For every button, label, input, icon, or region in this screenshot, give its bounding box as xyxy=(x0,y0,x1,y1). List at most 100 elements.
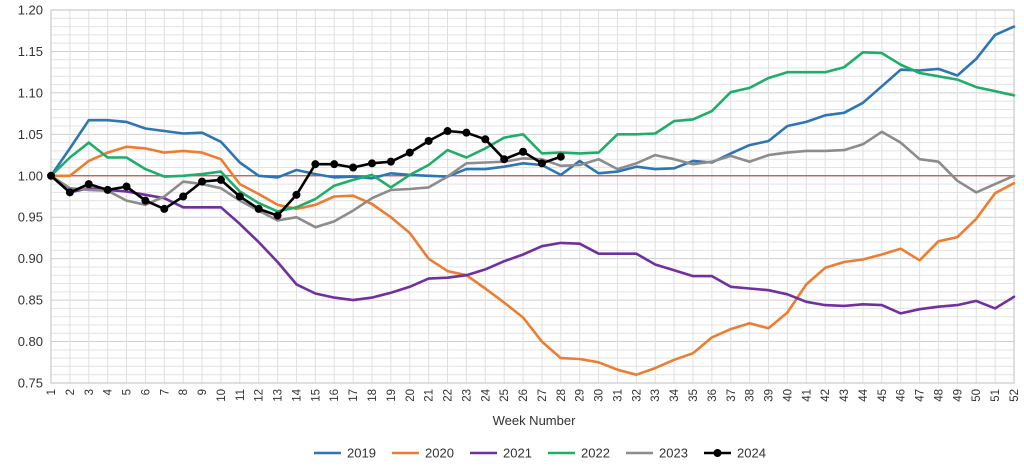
data-point-2024 xyxy=(537,159,546,168)
y-tick-label: 1.05 xyxy=(18,127,43,142)
x-tick-label: 15 xyxy=(310,389,322,402)
data-point-2024 xyxy=(386,157,395,166)
x-tick-label: 29 xyxy=(575,389,587,402)
data-point-2024 xyxy=(405,148,414,157)
y-tick-label: 0.95 xyxy=(18,210,43,225)
y-tick-label: 1.20 xyxy=(18,3,43,18)
data-point-2024 xyxy=(84,180,93,189)
series-line-2021 xyxy=(49,174,1016,315)
legend-label-2021: 2021 xyxy=(503,446,532,461)
x-tick-label: 46 xyxy=(896,389,908,402)
x-tick-label: 40 xyxy=(782,389,794,402)
x-tick-label: 23 xyxy=(461,389,473,402)
legend-label-2023: 2023 xyxy=(659,446,688,461)
data-point-2024 xyxy=(424,136,433,145)
x-tick-label: 33 xyxy=(650,389,662,402)
series-line-2024 xyxy=(49,129,563,217)
data-point-2024 xyxy=(292,190,301,199)
x-tick-label: 34 xyxy=(669,388,681,401)
x-tick-label: 37 xyxy=(726,389,738,402)
y-tick-label: 0.80 xyxy=(18,334,43,349)
x-tick-label: 28 xyxy=(556,389,568,402)
y-tick-label: 0.90 xyxy=(18,251,43,266)
chart-series-group xyxy=(47,25,1016,377)
x-tick-label: 50 xyxy=(971,389,983,402)
data-point-2024 xyxy=(160,204,169,213)
x-tick-label: 2 xyxy=(65,389,77,395)
x-tick-label: 36 xyxy=(707,389,719,402)
y-tick-label: 1.15 xyxy=(18,44,43,59)
data-point-2024 xyxy=(65,188,74,197)
x-tick-label: 12 xyxy=(254,389,266,402)
data-point-2024 xyxy=(519,147,528,156)
y-tick-label: 1.10 xyxy=(18,85,43,100)
x-tick-label: 13 xyxy=(273,389,285,402)
x-tick-label: 44 xyxy=(858,388,870,401)
data-point-2024 xyxy=(349,163,358,172)
x-tick-label: 39 xyxy=(764,389,776,402)
x-tick-label: 45 xyxy=(877,389,889,402)
x-tick-label: 26 xyxy=(518,389,530,402)
x-tick-label: 21 xyxy=(424,389,436,402)
data-point-2024 xyxy=(556,152,565,161)
x-tick-label: 9 xyxy=(197,389,209,395)
series-line-2020 xyxy=(49,145,1016,377)
x-tick-label: 25 xyxy=(499,389,511,402)
legend-label-2020: 2020 xyxy=(425,446,454,461)
data-point-2024 xyxy=(47,171,55,180)
data-point-2024 xyxy=(216,175,225,184)
x-tick-label: 3 xyxy=(84,389,96,395)
x-tick-label: 52 xyxy=(1009,389,1021,402)
x-tick-label: 16 xyxy=(329,389,341,402)
legend-marker-2024 xyxy=(713,449,722,457)
x-tick-label: 27 xyxy=(537,389,549,402)
x-tick-label: 19 xyxy=(386,389,398,402)
y-tick-label: 0.85 xyxy=(18,293,43,308)
y-axis-ticks: 0.75 0.80 0.85 0.90 0.95 1.00 1.05 1.10 1.15 1.20 xyxy=(18,3,43,391)
chart-legend: 2019 2020 2021 2022 2023 2024 xyxy=(314,446,766,461)
data-point-2024 xyxy=(330,160,339,169)
x-tick-label: 42 xyxy=(820,389,832,402)
x-tick-label: 10 xyxy=(216,389,228,402)
data-point-2024 xyxy=(368,159,376,168)
x-tick-label: 18 xyxy=(367,389,379,402)
y-tick-label: 1.00 xyxy=(18,168,43,183)
x-tick-label: 8 xyxy=(178,389,190,395)
x-tick-label: 41 xyxy=(801,389,813,402)
data-point-2024 xyxy=(235,192,244,201)
data-point-2024 xyxy=(462,128,471,137)
x-tick-label: 1 xyxy=(46,389,58,395)
x-axis-ticks: 1 2 3 4 5 6 7 8 9 10 11 12 13 14 15 16 17 18 19 20 21 22 23 24 2… xyxy=(46,388,1021,401)
series-line-2023 xyxy=(49,130,1016,229)
x-tick-label: 4 xyxy=(103,388,115,395)
data-point-2024 xyxy=(141,196,150,205)
x-tick-label: 35 xyxy=(688,389,700,402)
data-point-2024 xyxy=(179,192,188,201)
series-line-2022 xyxy=(49,50,1016,213)
x-tick-label: 14 xyxy=(291,388,303,401)
x-tick-label: 20 xyxy=(405,389,417,402)
x-tick-label: 5 xyxy=(122,389,134,395)
x-tick-label: 17 xyxy=(348,389,360,402)
data-point-2024 xyxy=(443,127,452,136)
data-point-2024 xyxy=(122,182,131,191)
legend-label-2022: 2022 xyxy=(581,446,610,461)
data-point-2024 xyxy=(500,155,509,164)
x-tick-label: 51 xyxy=(990,389,1002,402)
x-tick-label: 30 xyxy=(594,389,606,402)
x-tick-label: 7 xyxy=(159,389,171,395)
x-tick-label: 24 xyxy=(480,388,492,401)
chart-gridlines xyxy=(50,9,1015,384)
x-tick-label: 6 xyxy=(140,389,152,395)
data-point-2024 xyxy=(198,177,207,186)
x-tick-label: 43 xyxy=(839,389,851,402)
series-line-2019 xyxy=(49,25,1016,180)
x-tick-label: 22 xyxy=(443,389,455,402)
x-tick-label: 49 xyxy=(952,389,964,402)
x-tick-label: 11 xyxy=(235,389,247,401)
x-tick-label: 38 xyxy=(745,389,757,402)
data-point-2024 xyxy=(481,135,490,144)
x-tick-label: 32 xyxy=(631,389,643,402)
data-point-2024 xyxy=(103,185,112,194)
